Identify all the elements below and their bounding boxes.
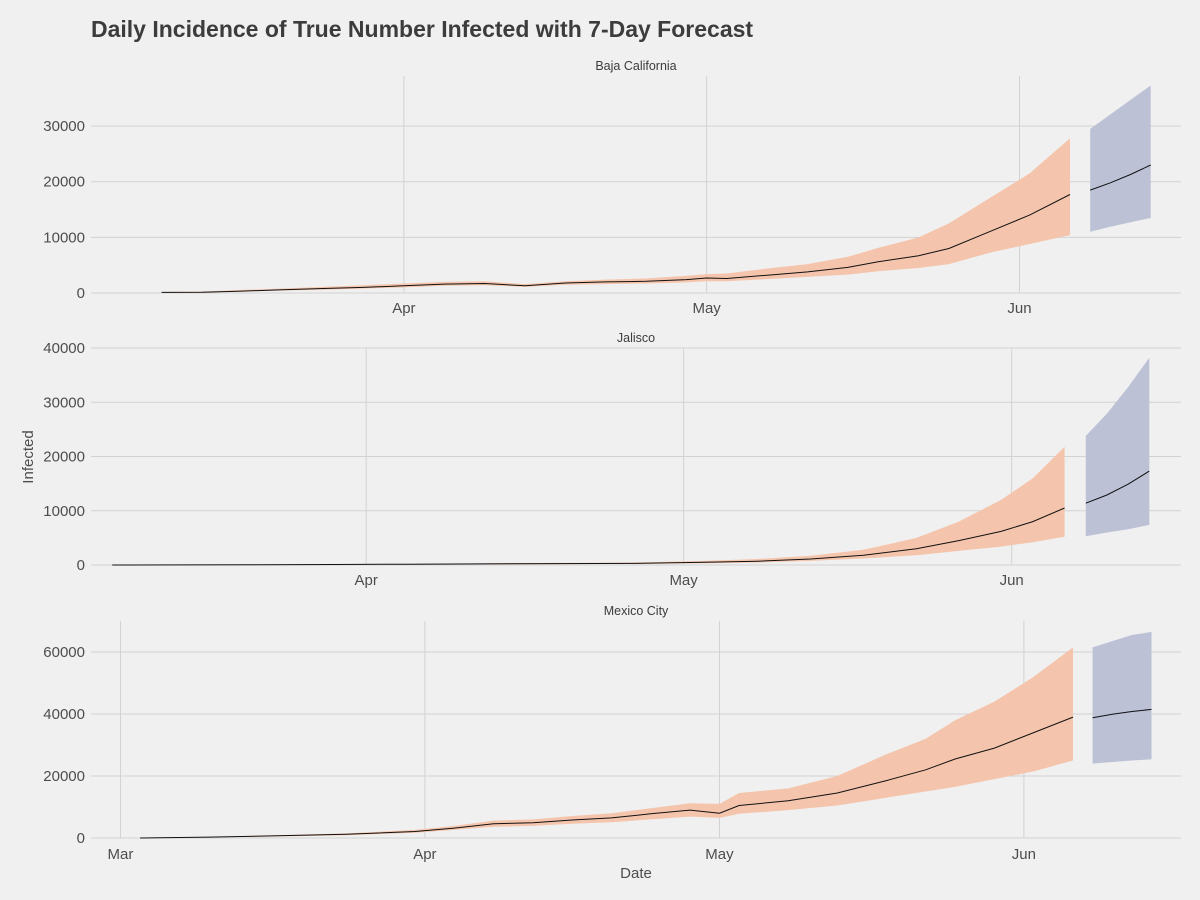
y-tick-label: 20000 — [43, 768, 85, 785]
forecast-line — [1090, 164, 1151, 191]
x-tick-label: May — [705, 846, 734, 863]
panel-baja-california: Baja California 0 10000 20000 30000 Apr May Jun — [43, 59, 1181, 317]
fitted-interval-band — [161, 138, 1071, 293]
y-tick-label: 30000 — [43, 118, 85, 135]
x-tick-label: May — [692, 300, 721, 317]
panel-title: Mexico City — [604, 604, 669, 618]
panel-title: Baja California — [595, 59, 676, 73]
x-tick-label: Jun — [1012, 846, 1036, 863]
fitted-line — [140, 716, 1074, 839]
x-tick-label: Jun — [1000, 572, 1024, 589]
x-axis-title: Date — [620, 865, 652, 882]
forecast-interval-band — [1092, 631, 1152, 764]
x-tick-label: Apr — [413, 846, 436, 863]
fitted-line — [161, 194, 1071, 293]
x-tick-label: Apr — [392, 300, 415, 317]
x-tick-label: May — [669, 572, 698, 589]
forecast-line — [1085, 470, 1150, 504]
y-tick-label: 10000 — [43, 229, 85, 246]
panel-mexico-city: Mexico City 0 20000 40000 60000 Mar Apr May Jun — [43, 604, 1181, 863]
y-tick-label: 30000 — [43, 394, 85, 411]
forecast-interval-band — [1090, 85, 1151, 232]
y-tick-label: 0 — [77, 830, 85, 847]
forecast-interval-band — [1085, 357, 1150, 537]
panel-title: Jalisco — [617, 331, 655, 345]
fitted-line — [112, 507, 1065, 566]
y-tick-label: 20000 — [43, 174, 85, 191]
y-axis-title: Infected — [20, 430, 37, 483]
y-tick-label: 10000 — [43, 503, 85, 520]
x-tick-label: Apr — [354, 572, 377, 589]
y-tick-label: 60000 — [43, 644, 85, 661]
y-tick-label: 0 — [77, 557, 85, 574]
y-tick-label: 40000 — [43, 706, 85, 723]
panel-jalisco: Jalisco 0 10000 20000 30000 40000 Apr May Jun — [43, 331, 1181, 589]
x-tick-label: Jun — [1007, 300, 1031, 317]
y-tick-label: 40000 — [43, 340, 85, 357]
x-tick-label: Mar — [108, 846, 134, 863]
panels: Baja California 0 10000 20000 30000 Apr May Jun… — [43, 59, 1181, 863]
fitted-interval-band — [140, 647, 1074, 838]
y-tick-label: 20000 — [43, 449, 85, 466]
y-tick-label: 0 — [77, 285, 85, 302]
forecast-line — [1092, 708, 1152, 719]
chart-title: Daily Incidence of True Number Infected … — [91, 16, 753, 42]
